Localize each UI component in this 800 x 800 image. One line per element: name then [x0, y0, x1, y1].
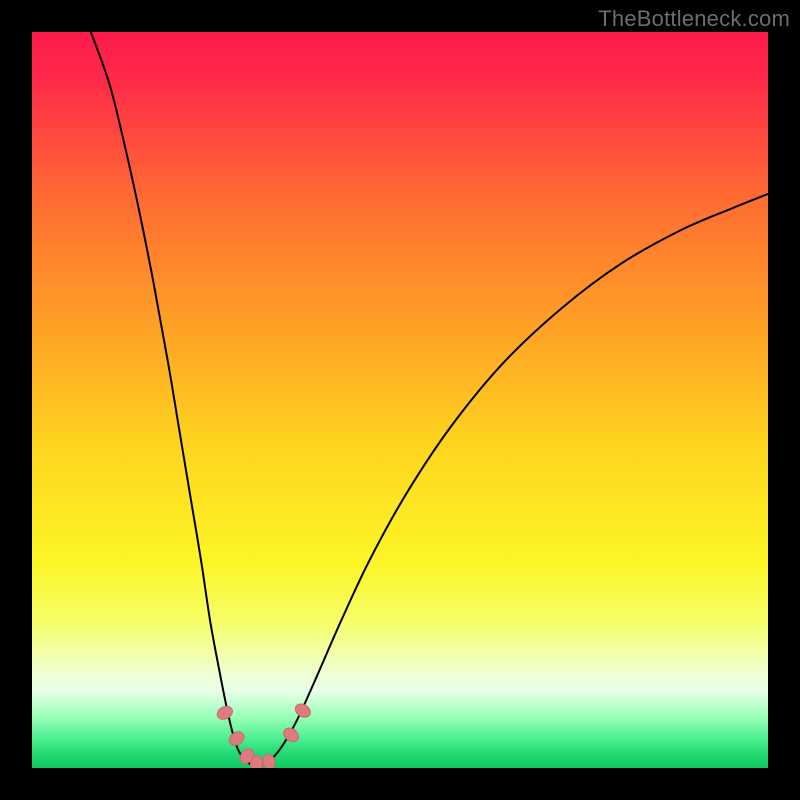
bottleneck-curve-chart	[32, 32, 768, 768]
gradient-background	[32, 32, 768, 768]
attribution-text: TheBottleneck.com	[598, 6, 790, 32]
chart-container: TheBottleneck.com	[0, 0, 800, 800]
plot-area	[32, 32, 768, 768]
